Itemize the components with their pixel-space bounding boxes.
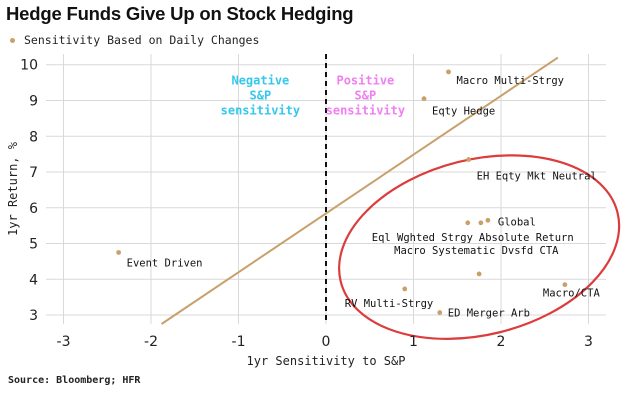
line-layer <box>160 54 621 340</box>
point-label: EH Eqty Mkt Neutral <box>477 170 597 182</box>
annotations: NegativeS&PsensitivityPositiveS&Psensiti… <box>221 73 405 117</box>
annotation-line: Positive <box>336 73 394 87</box>
y-tick-label: 10 <box>20 58 38 74</box>
annotation-line: Negative <box>231 73 289 87</box>
point-labels: Macro Multi-Strgy Eqty Hedge EH Eqty Mkt N… <box>127 75 601 320</box>
legend: Sensitivity Based on Daily Changes <box>10 33 259 47</box>
annotation-line: sensitivity <box>326 103 405 117</box>
data-point <box>421 96 427 102</box>
annotation-line: S&P <box>250 88 272 102</box>
data-point <box>478 220 484 226</box>
x-tick-label: 2 <box>497 334 506 350</box>
data-point <box>446 69 451 75</box>
data-point <box>402 286 408 292</box>
x-tick-label: 1 <box>409 334 418 350</box>
regression-line <box>160 56 559 325</box>
data-point <box>476 271 482 277</box>
point-label: Macro/CTA <box>543 288 601 300</box>
point-label: Absolute Return <box>479 232 574 244</box>
y-tick-label: 5 <box>29 237 38 253</box>
highlight-ellipse <box>338 154 621 340</box>
y-tick-label: 7 <box>29 165 38 181</box>
source-note: Source: Bloomberg; HFR <box>8 375 141 386</box>
point-label: ED Merger Arb <box>448 308 530 320</box>
point-label: Global <box>498 216 536 228</box>
legend-marker <box>10 37 15 43</box>
data-point <box>437 310 443 315</box>
tick-labels: 3 4 5 6 7 8 9 10 -3 -2 -1 0 1 2 3 <box>20 58 593 350</box>
x-tick-label: -2 <box>144 334 158 350</box>
point-label: RV Multi-Strgy <box>345 298 434 310</box>
annotation-line: sensitivity <box>221 103 300 117</box>
point-label: Event Driven <box>127 257 203 269</box>
x-tick-label: -1 <box>232 334 246 350</box>
y-tick-label: 9 <box>29 93 38 109</box>
point-label: Macro Multi-Strgy <box>457 75 564 87</box>
data-point <box>465 220 471 226</box>
point-label: Eql Wghted Strgy <box>372 232 473 244</box>
data-point <box>485 217 491 223</box>
x-tick-label: -3 <box>57 334 71 350</box>
x-axis-label: 1yr Sensitivity to S&P <box>247 354 406 368</box>
points <box>116 69 568 315</box>
legend-label: Sensitivity Based on Daily Changes <box>24 33 260 47</box>
data-point <box>116 250 122 255</box>
y-tick-label: 4 <box>29 272 38 288</box>
y-tick-label: 6 <box>29 201 38 217</box>
chart-title: Hedge Funds Give Up on Stock Hedging <box>6 3 354 24</box>
data-point <box>466 157 472 162</box>
y-tick-label: 8 <box>29 129 38 145</box>
point-label: Macro Systematic Dvsfd CTA <box>394 245 559 257</box>
x-tick-label: 0 <box>322 334 331 350</box>
data-point <box>562 282 568 288</box>
y-tick-label: 3 <box>29 308 38 324</box>
point-label: Eqty Hedge <box>432 106 495 118</box>
annotation-line: S&P <box>355 88 377 102</box>
y-axis-label: 1yr Return, % <box>6 141 20 236</box>
x-tick-label: 3 <box>584 334 593 350</box>
